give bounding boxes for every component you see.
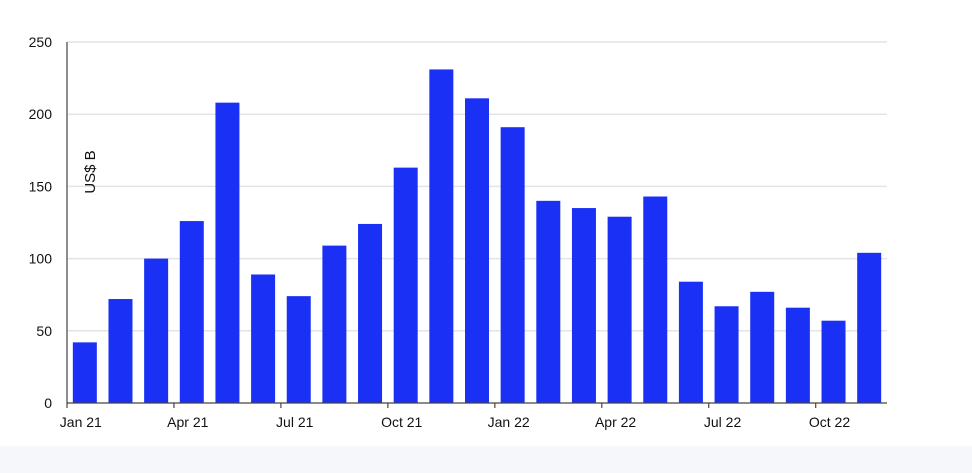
bar-may-22: [643, 196, 668, 403]
bar-apr-22: [607, 216, 632, 403]
y-tick-label: 100: [29, 251, 53, 267]
bar-mar-22: [571, 208, 596, 403]
x-tick-label: Oct 21: [381, 414, 422, 430]
bar-feb-21: [108, 299, 133, 403]
bar-jan-21: [72, 342, 97, 403]
bar-jul-21: [286, 296, 311, 403]
y-tick-label: 250: [29, 34, 53, 50]
bar-dec-21: [465, 98, 489, 403]
bar-mar-21: [144, 258, 169, 403]
x-tick-label: Jan 22: [488, 414, 530, 430]
y-axis-label: US$ B: [82, 150, 99, 193]
bar-jun-22: [678, 281, 703, 403]
x-tick-label: Apr 21: [167, 414, 208, 430]
bar-nov-21: [429, 69, 454, 403]
axes: 0 50 100 150 200 250 Jan 21 Apr 21 Jul 21 Oct 21 J…: [29, 34, 887, 430]
x-tick-label: Jan 21: [60, 414, 102, 430]
bar-jul-22: [714, 306, 739, 403]
y-tick-label: 0: [44, 395, 52, 411]
bottom-strip: [0, 446, 972, 473]
x-tick-label: Apr 22: [595, 414, 636, 430]
bar-jun-21: [251, 274, 276, 403]
x-tick-label: Jul 21: [276, 414, 314, 430]
bar-aug-21: [322, 245, 347, 403]
bar-chart: 0 50 100 150 200 250 Jan 21 Apr 21 Jul 21 Oct 21 J…: [29, 34, 887, 430]
bar-may-21: [215, 102, 240, 403]
y-tick-label: 200: [29, 106, 53, 122]
bar-sep-21: [358, 223, 383, 403]
bar-oct-21: [393, 167, 418, 403]
bar-sep-22: [785, 307, 810, 403]
x-tick-label: Oct 22: [809, 414, 850, 430]
bar-feb-22: [536, 200, 561, 403]
bar-aug-22: [750, 291, 775, 403]
bars: [72, 69, 882, 404]
bar-apr-21: [179, 221, 204, 403]
bar-jan-22: [500, 127, 525, 404]
x-tick-label: Jul 22: [704, 414, 742, 430]
bar-oct-22: [821, 320, 846, 403]
y-tick-label: 150: [29, 178, 53, 194]
bar-nov-22: [857, 252, 882, 403]
y-tick-label: 50: [36, 323, 52, 339]
